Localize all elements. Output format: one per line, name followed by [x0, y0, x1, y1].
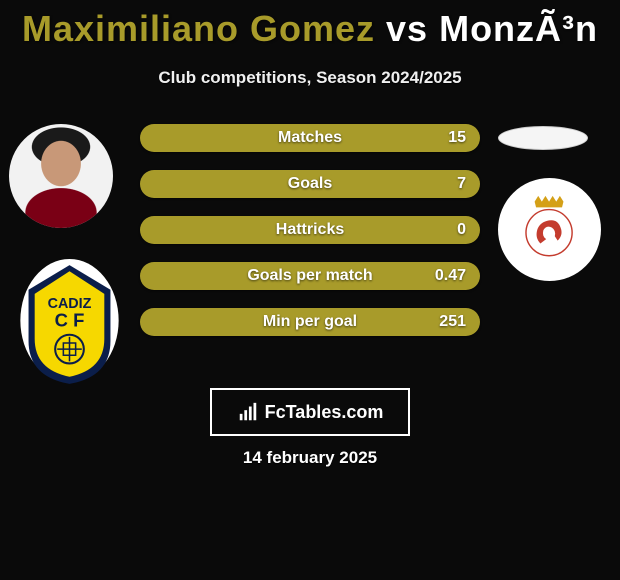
title-vs: vs	[375, 8, 439, 49]
date-text: 14 february 2025	[243, 448, 377, 468]
stat-label: Goals per match	[247, 267, 372, 285]
stat-bar-matches: Matches 15	[140, 124, 480, 152]
stat-value: 15	[448, 129, 466, 147]
player2-avatar	[498, 126, 588, 150]
page-title: Maximiliano Gomez vs MonzÃ³n	[0, 0, 620, 50]
player1-avatar-image	[9, 124, 113, 228]
stat-label: Min per goal	[263, 313, 357, 331]
stat-value: 251	[439, 313, 466, 331]
stat-bar-goals-per-match: Goals per match 0.47	[140, 262, 480, 290]
chart-icon	[237, 401, 259, 423]
stats-bars: Matches 15 Goals 7 Hattricks 0 Goals per…	[140, 124, 480, 354]
club2-crest	[498, 178, 601, 281]
stat-bar-hattricks: Hattricks 0	[140, 216, 480, 244]
brand-text: FcTables.com	[265, 402, 384, 423]
stat-value: 0	[457, 221, 466, 239]
club1-crest-svg: CADIZ C F	[18, 259, 121, 387]
stat-bar-goals: Goals 7	[140, 170, 480, 198]
brand-box: FcTables.com	[210, 388, 410, 436]
stat-value: 0.47	[435, 267, 466, 285]
svg-text:C F: C F	[55, 310, 85, 331]
player1-avatar	[9, 124, 113, 228]
club1-crest: CADIZ C F	[18, 259, 121, 387]
title-player1: Maximiliano Gomez	[22, 8, 375, 49]
subtitle: Club competitions, Season 2024/2025	[0, 68, 620, 88]
stat-bar-min-per-goal: Min per goal 251	[140, 308, 480, 336]
stat-label: Hattricks	[276, 221, 344, 239]
stat-label: Matches	[278, 129, 342, 147]
stat-label: Goals	[288, 175, 332, 193]
stat-value: 7	[457, 175, 466, 193]
title-player2: MonzÃ³n	[439, 8, 598, 49]
club2-crest-svg	[513, 193, 585, 265]
